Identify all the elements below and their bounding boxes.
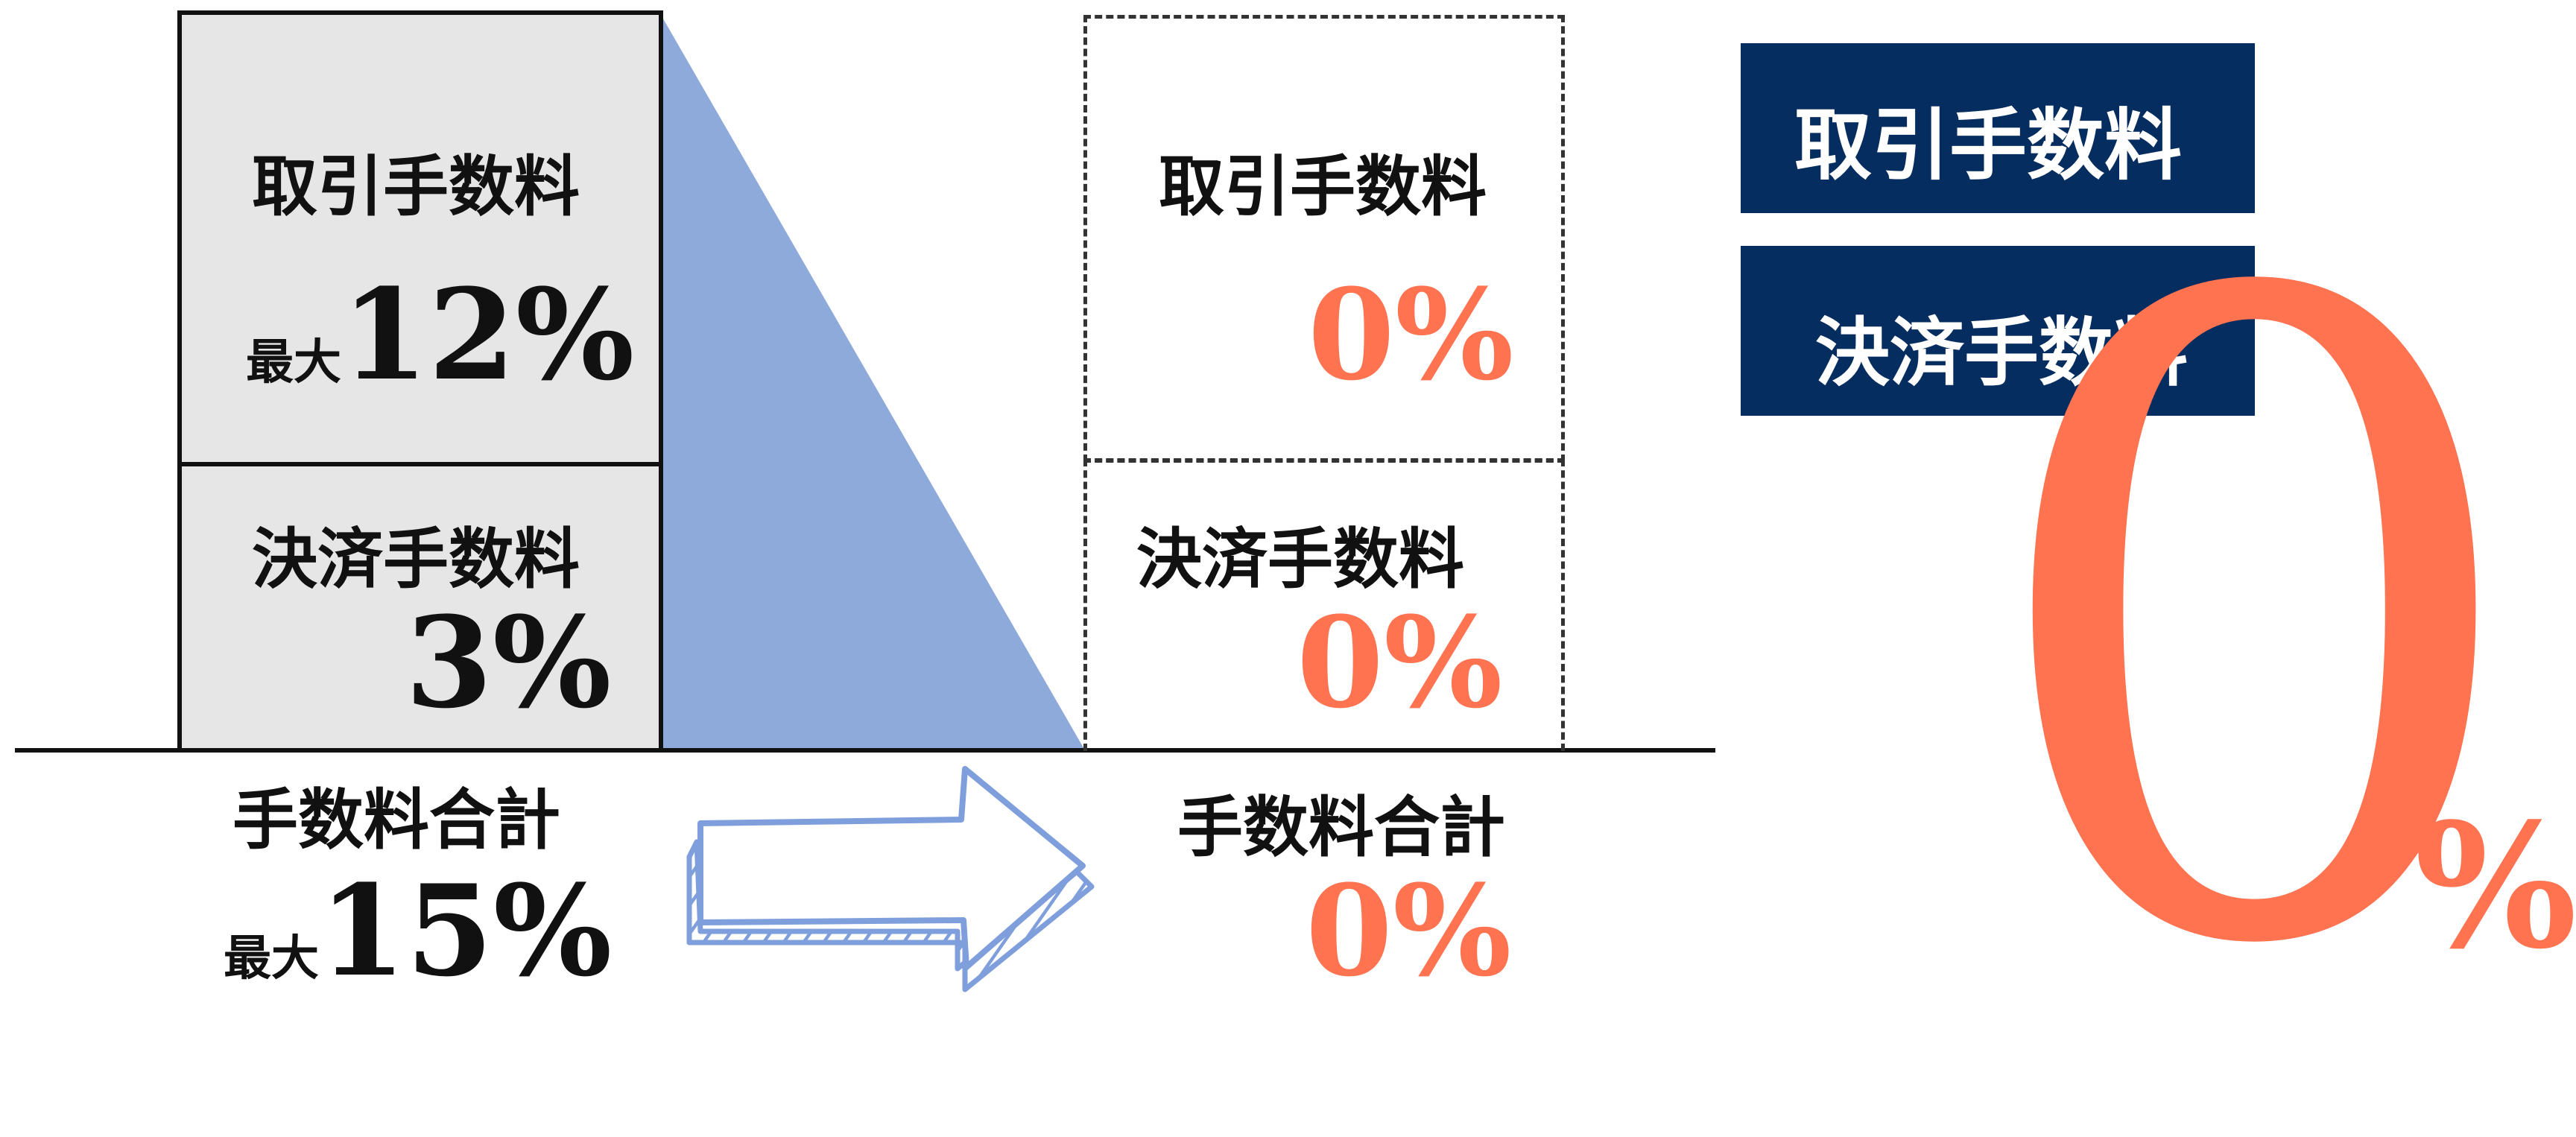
before-settlement-fee-box: [177, 462, 663, 753]
after-settlement-fee-box: [1083, 459, 1565, 751]
after-transaction-fee-value: 0%: [1308, 261, 1514, 408]
before-transaction-fee-amount: 最大12%: [246, 261, 634, 408]
before-transaction-fee-prefix: 最大: [246, 335, 341, 390]
badge-settlement-fee-label: 決済手数料: [1815, 309, 2188, 396]
after-transaction-fee-label: 取引手数料: [1159, 148, 1487, 225]
baseline: [15, 748, 1715, 753]
before-total-label: 手数料合計: [232, 782, 561, 858]
before-transaction-fee-label: 取引手数料: [252, 148, 580, 225]
after-settlement-fee-label: 決済手数料: [1136, 521, 1465, 598]
after-total-label: 手数料合計: [1177, 789, 1506, 866]
badge-settlement-fee: 決済手数料: [1741, 246, 2255, 416]
big-zero-digit: 0: [1975, 114, 2534, 1137]
before-settlement-fee-label: 決済手数料: [252, 521, 580, 598]
reduction-triangle: [661, 15, 1085, 750]
before-total-amount: 最大15%: [224, 857, 612, 1004]
after-settlement-fee-value: 0%: [1297, 589, 1503, 736]
badge-transaction-fee: 取引手数料: [1741, 43, 2255, 213]
before-total-value: 15%: [319, 857, 613, 1004]
big-zero-percent: %: [2414, 786, 2576, 987]
before-total-prefix: 最大: [224, 931, 319, 986]
after-total-value: 0%: [1306, 857, 1512, 1004]
before-transaction-fee-value: 12%: [341, 261, 635, 408]
before-settlement-fee-value: 3%: [405, 589, 612, 736]
right-arrow-icon: [686, 766, 1095, 992]
badge-transaction-fee-label: 取引手数料: [1794, 100, 2183, 191]
